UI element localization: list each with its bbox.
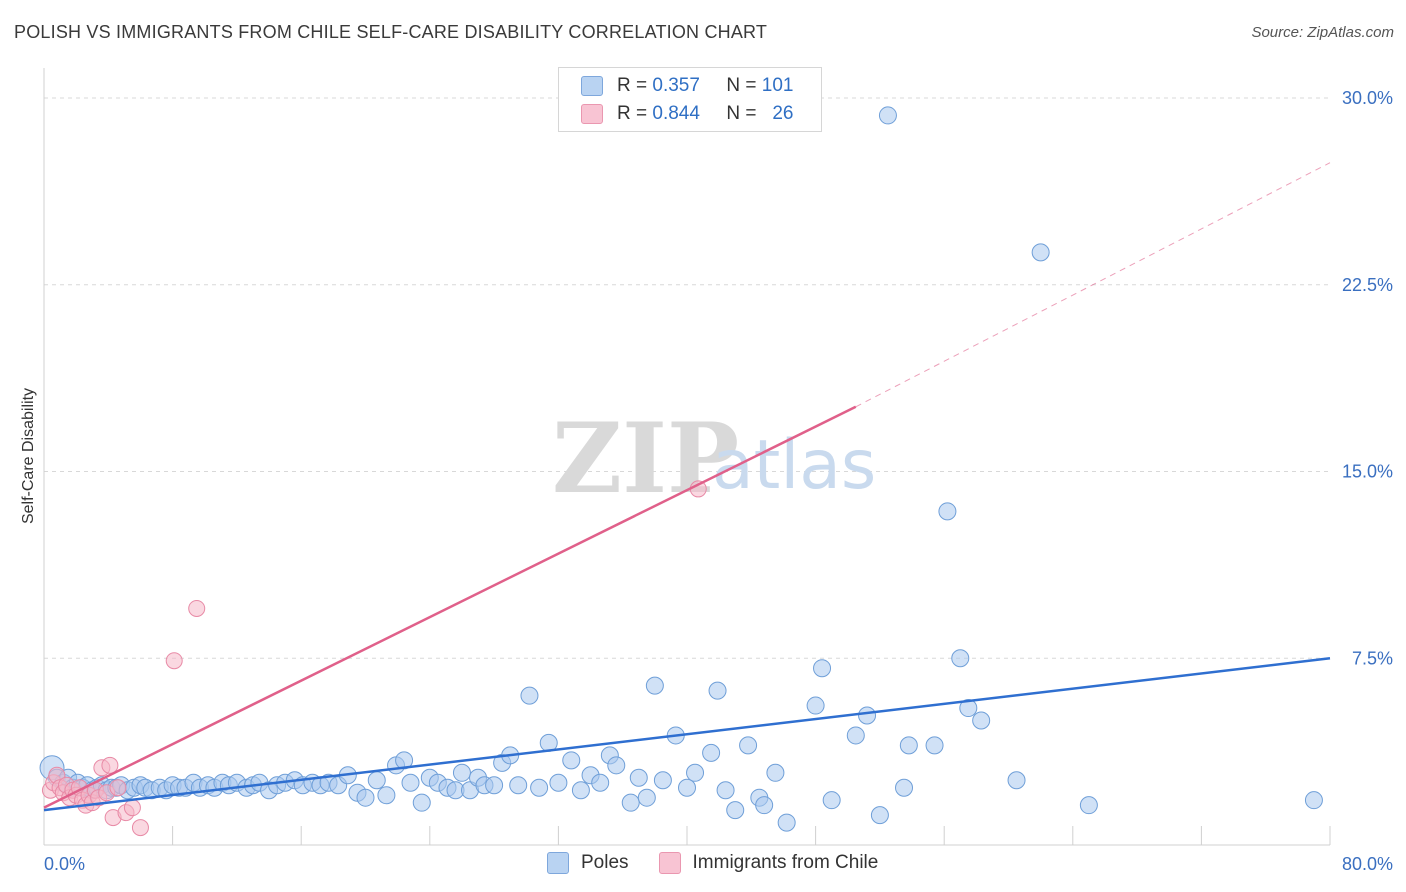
legend-row-poles: R = 0.357 N = 101 bbox=[581, 74, 793, 98]
poles-point bbox=[708, 681, 727, 700]
poles-point bbox=[509, 776, 528, 795]
poles-point bbox=[846, 726, 865, 745]
legend-label-poles: Poles bbox=[581, 852, 629, 873]
poles-point bbox=[766, 763, 785, 782]
poles-point bbox=[716, 781, 735, 800]
poles-point bbox=[452, 763, 471, 782]
watermark-zip: ZIP bbox=[552, 402, 739, 515]
chile-point bbox=[101, 756, 119, 774]
chile-trend-line bbox=[43, 405, 857, 809]
poles-point bbox=[1007, 771, 1026, 790]
x-tick-label-0: 0.0% bbox=[44, 854, 85, 874]
chile-point bbox=[165, 652, 183, 670]
legend-r-value-poles: 0.357 bbox=[652, 75, 700, 96]
poles-point bbox=[1079, 796, 1098, 815]
poles-point bbox=[401, 773, 420, 792]
legend-swatch-poles bbox=[581, 76, 603, 96]
poles-point bbox=[530, 778, 549, 797]
poles-point bbox=[629, 768, 648, 787]
poles-point bbox=[637, 788, 656, 807]
poles-point bbox=[739, 736, 758, 755]
poles-point bbox=[938, 502, 957, 521]
chart-title: POLISH VS IMMIGRANTS FROM CHILE SELF-CAR… bbox=[14, 22, 768, 42]
y-axis-label: Self-Care Disability bbox=[20, 387, 37, 525]
poles-point bbox=[645, 676, 664, 695]
poles-point bbox=[549, 773, 568, 792]
legend-swatch-poles bbox=[547, 852, 569, 874]
chile-point bbox=[188, 599, 206, 617]
poles-point bbox=[895, 778, 914, 797]
poles-point bbox=[755, 796, 774, 815]
chile-point bbox=[123, 799, 141, 817]
legend-item-poles[interactable]: Poles bbox=[547, 852, 629, 874]
poles-point bbox=[356, 788, 375, 807]
poles-point bbox=[562, 751, 581, 770]
poles-point bbox=[777, 813, 796, 832]
poles-point bbox=[571, 781, 590, 800]
poles-point bbox=[377, 786, 396, 805]
legend-r-value-chile: 0.844 bbox=[652, 103, 700, 124]
poles-point bbox=[959, 699, 978, 718]
poles-point bbox=[726, 801, 745, 820]
series-legend: Poles Immigrants from Chile bbox=[547, 852, 908, 874]
correlation-legend: R = 0.357 N = 101 R = 0.844 N = 26 bbox=[558, 67, 822, 132]
legend-row-chile: R = 0.844 N = 26 bbox=[581, 102, 793, 126]
legend-item-chile[interactable]: Immigrants from Chile bbox=[658, 852, 879, 874]
legend-r-label: R = bbox=[617, 103, 648, 124]
poles-trend-line bbox=[43, 657, 1331, 812]
legend-label-chile: Immigrants from Chile bbox=[692, 852, 879, 873]
poles-point bbox=[925, 736, 944, 755]
x-tick-label-1: 80.0% bbox=[1342, 854, 1393, 874]
axes bbox=[43, 68, 1331, 846]
poles-point bbox=[806, 696, 825, 715]
y-tick-label-1: 15.0% bbox=[1342, 462, 1393, 482]
poles-point bbox=[686, 763, 705, 782]
poles-point bbox=[520, 686, 539, 705]
poles-point bbox=[822, 791, 841, 810]
chile-point bbox=[131, 819, 149, 837]
poles-point bbox=[702, 743, 721, 762]
poles-point bbox=[951, 649, 970, 668]
y-tick-label-0: 7.5% bbox=[1352, 648, 1393, 668]
poles-point bbox=[678, 778, 696, 797]
poles-point bbox=[1031, 243, 1050, 262]
poles-point bbox=[1304, 791, 1323, 810]
poles-point bbox=[485, 776, 504, 795]
chile-point bbox=[109, 779, 127, 797]
chile-trend-extension bbox=[855, 162, 1331, 408]
poles-point bbox=[899, 736, 918, 755]
legend-n-label: N = bbox=[726, 103, 757, 124]
poles-point bbox=[367, 771, 386, 790]
poles-point bbox=[591, 773, 610, 792]
poles-point bbox=[858, 706, 877, 725]
poles-point bbox=[813, 659, 832, 678]
legend-swatch-chile bbox=[658, 852, 681, 874]
legend-n-value-poles: 101 bbox=[761, 75, 794, 96]
poles-point bbox=[621, 793, 640, 812]
legend-n-label: N = bbox=[726, 75, 757, 96]
y-tick-label-3: 30.0% bbox=[1342, 88, 1393, 108]
legend-r-label: R = bbox=[617, 75, 648, 96]
poles-point bbox=[653, 771, 672, 790]
chart-source: Source: ZipAtlas.com bbox=[1251, 24, 1394, 41]
poles-point bbox=[870, 806, 889, 825]
trend-lines bbox=[43, 162, 1331, 812]
watermark: ZIP atlas bbox=[552, 402, 876, 515]
grid-lines bbox=[44, 97, 1330, 659]
tick-labels: 7.5% 15.0% 22.5% 30.0% 0.0% 80.0% bbox=[44, 88, 1393, 874]
poles-point bbox=[972, 711, 991, 730]
poles-point bbox=[607, 756, 626, 775]
legend-n-value-chile: 26 bbox=[772, 103, 794, 124]
poles-point bbox=[412, 793, 431, 812]
legend-swatch-chile bbox=[581, 104, 603, 124]
y-tick-label-2: 22.5% bbox=[1342, 275, 1393, 295]
poles-point bbox=[878, 106, 897, 125]
